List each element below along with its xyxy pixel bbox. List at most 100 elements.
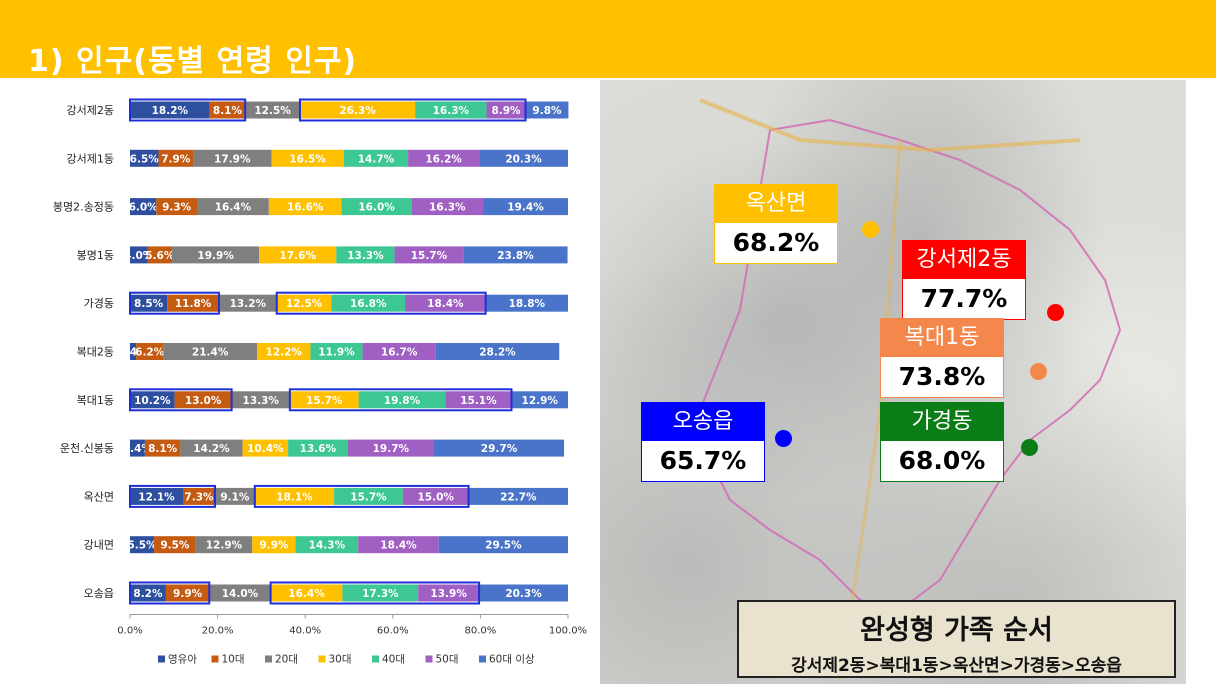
bar-segment (193, 149, 272, 167)
data-label: 13.9% (430, 588, 467, 600)
region-tag: 복대1동 73.8% (880, 318, 1004, 398)
legend-label: 40대 (382, 654, 405, 666)
bar-segment (167, 294, 219, 312)
data-label: 12.5% (254, 105, 291, 117)
data-label: 16.7% (381, 347, 418, 359)
category-label: 봉명1동 (77, 249, 114, 262)
data-label: 14.0% (222, 588, 259, 600)
data-label: 13.3% (243, 395, 280, 407)
data-label: 9.3% (162, 202, 192, 214)
header-banner: 1) 인구(동별 연령 인구) (0, 0, 1216, 79)
data-label: 16.2% (425, 153, 462, 165)
highlight-box (129, 388, 233, 412)
region-value: 68.0% (898, 446, 986, 475)
data-label: 17.6% (280, 250, 317, 262)
data-label: 12.9% (206, 540, 243, 552)
bar-segment (276, 294, 332, 312)
legend-label: 10대 (222, 654, 245, 666)
location-dot (1047, 304, 1064, 321)
bar-segment (218, 294, 277, 312)
data-label: 13.6% (300, 443, 337, 455)
region-name: 가경동 (881, 403, 1003, 441)
page-title: 1) 인구(동별 연령 인구) (28, 44, 358, 79)
data-label: 17.3% (362, 588, 399, 600)
bar-segment (479, 584, 568, 602)
data-label: 7.9% (161, 153, 191, 165)
bar-segment (342, 584, 419, 602)
bar-segment (209, 101, 246, 119)
data-label: 18.4% (427, 298, 464, 310)
bar-segment (445, 391, 512, 409)
region-tag: 오송읍 65.7% (641, 402, 765, 482)
data-label: 29.7% (481, 443, 518, 455)
data-label: 8.5% (134, 298, 164, 310)
data-label: 16.3% (433, 105, 470, 117)
location-dot (1021, 439, 1038, 456)
data-label: 15.0% (418, 491, 455, 503)
bar-segment (172, 246, 260, 264)
bar-segment (130, 294, 168, 312)
bar-segment (483, 198, 568, 216)
data-label: 15.7% (411, 250, 448, 262)
category-label: 운천.신봉동 (60, 441, 114, 455)
highlight-box (298, 98, 527, 122)
data-label: 15.1% (460, 395, 497, 407)
data-label: 18.1% (276, 491, 313, 503)
location-dot (862, 221, 879, 238)
bar-segment (254, 487, 335, 505)
summary-order: 강서제2동>복대1동>옥산면>가경동>오송읍 (791, 656, 1122, 676)
data-label: 5.6% (145, 250, 175, 262)
x-tick-label: 40.0% (289, 626, 321, 637)
category-label: 복대2동 (77, 346, 114, 359)
bar-segment (418, 584, 480, 602)
bar-segment (259, 246, 337, 264)
highlight-box (129, 291, 220, 315)
bar-segment (257, 343, 311, 360)
data-label: 9.9% (173, 588, 203, 600)
region-value: 65.7% (659, 446, 747, 475)
bar-segment (130, 198, 157, 216)
summary-title: 완성형 가족 순서 (860, 615, 1053, 646)
category-label: 강내면 (84, 539, 114, 552)
legend-label: 50대 (436, 654, 459, 666)
bar-segment (485, 294, 568, 312)
data-label: 12.5% (286, 298, 323, 310)
data-label: 11.8% (175, 298, 212, 310)
highlight-box (129, 98, 247, 122)
region-value: 73.8% (898, 362, 986, 391)
region-value: 68.2% (732, 228, 820, 257)
bar-segment (130, 149, 159, 167)
highlight-box (129, 581, 211, 605)
bar-segment (486, 101, 526, 119)
bar-segment (310, 343, 363, 360)
highlight-box (129, 484, 216, 508)
stacked-bar-chart: 18.2% 8.1% 12.5% 26.3% 16.3% 8.9% 9.8% 6.5% 7.9%… (53, 98, 587, 666)
legend-swatch (479, 655, 486, 663)
chart-axis: 강서제2동강서제1동봉명2.송정동봉명1동가경동복대2동복대1동운천.신봉동옥산… (53, 104, 587, 637)
legend-swatch (265, 655, 272, 663)
bar-segment (511, 391, 568, 409)
data-label: 18.8% (509, 298, 546, 310)
data-label: 14.3% (309, 540, 346, 552)
highlight-box (288, 388, 513, 412)
bar-segment (147, 246, 173, 264)
bar-segment (154, 536, 196, 554)
bar-segment (347, 439, 434, 457)
bar-segment (180, 439, 243, 457)
data-label: 16.4% (288, 588, 325, 600)
legend-swatch (425, 655, 433, 663)
x-tick-label: 80.0% (465, 626, 497, 637)
data-label: 4.0% (124, 250, 154, 262)
category-label: 오송읍 (84, 587, 114, 600)
data-label: 13.2% (230, 298, 267, 310)
bar-segment (336, 246, 395, 264)
road-line (699, 98, 1081, 153)
bar-segment (463, 246, 568, 264)
data-label: 16.0% (358, 202, 395, 214)
x-tick-label: 100.0% (549, 626, 587, 637)
data-label: 19.8% (384, 395, 421, 407)
chart-bars: 18.2% 8.1% 12.5% 26.3% 16.3% 8.9% 9.8% 6.5% 7.9%… (119, 98, 569, 605)
legend-label: 60대 이상 (489, 654, 535, 666)
bar-segment (479, 149, 568, 167)
region-name: 복대1동 (881, 319, 1003, 357)
